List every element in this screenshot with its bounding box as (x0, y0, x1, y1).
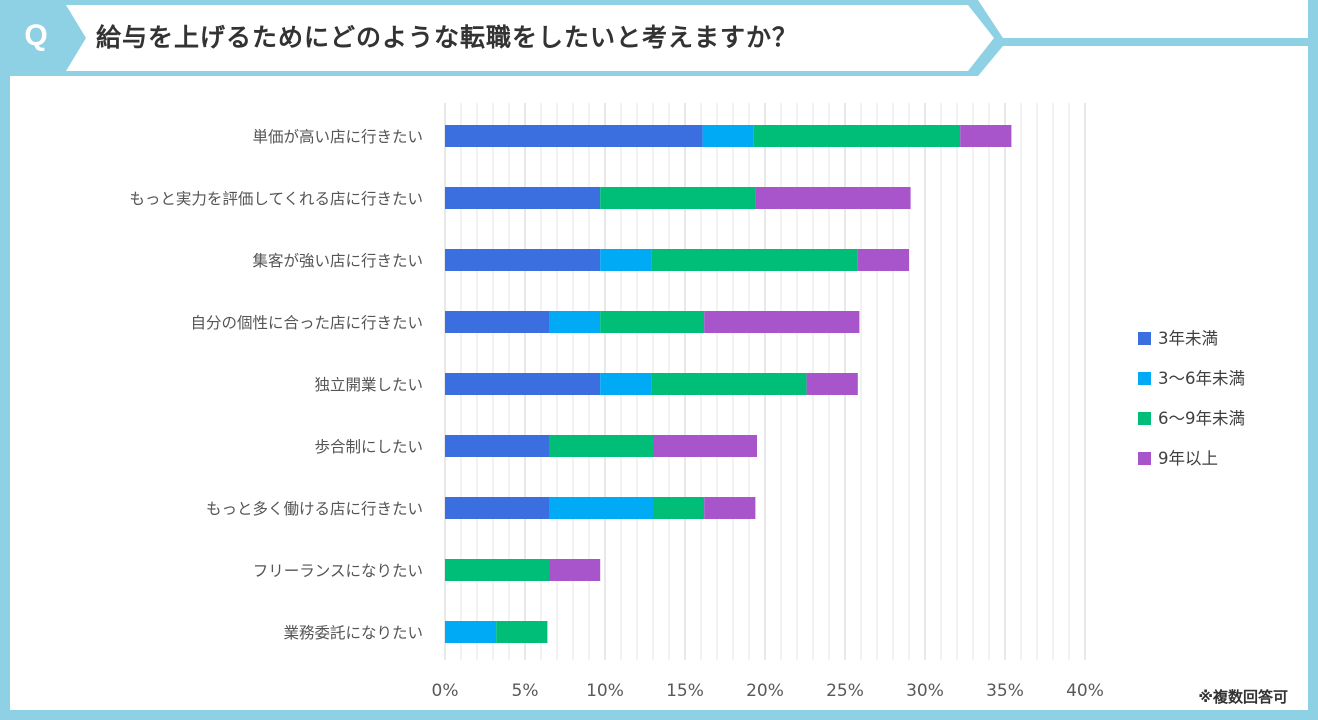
legend-swatch (1138, 452, 1151, 465)
category-label: フリーランスになりたい (253, 562, 423, 580)
legend-swatch (1138, 412, 1151, 425)
category-label: 自分の個性に合った店に行きたい (190, 314, 423, 332)
bar-segment (445, 187, 601, 209)
x-tick-label: 15% (666, 681, 704, 701)
x-tick-label: 20% (746, 681, 784, 701)
category-label: 単価が高い店に行きたい (252, 128, 423, 146)
bar-segment (653, 435, 757, 457)
bar-segment (600, 187, 756, 209)
x-tick-label: 35% (986, 681, 1024, 701)
category-label: 歩合制にしたい (314, 438, 423, 456)
bar-segment (653, 497, 705, 519)
bar-segment (445, 311, 549, 333)
bar-segment (704, 497, 756, 519)
x-tick-label: 40% (1066, 681, 1104, 701)
x-tick-label: 25% (826, 681, 864, 701)
bar-segment (755, 187, 911, 209)
legend-label: 3〜6年未満 (1158, 369, 1245, 388)
legend-swatch (1138, 372, 1151, 385)
bar-segment (651, 249, 858, 271)
legend-label: 3年未満 (1158, 329, 1218, 348)
bar-segment (549, 497, 653, 519)
x-tick-label: 30% (906, 681, 944, 701)
bar-segment (445, 559, 549, 581)
question-title: 給与を上げるためにどのような転職をしたいと考えますか？ (96, 23, 799, 52)
bar-segment (549, 435, 653, 457)
bar-segment (960, 125, 1012, 147)
category-label: もっと実力を評価してくれる店に行きたい (129, 190, 423, 208)
bar-segment (445, 621, 497, 643)
bar-segment (651, 373, 807, 395)
x-tick-label: 10% (586, 681, 624, 701)
bar-segment (445, 249, 601, 271)
category-label: もっと多く働ける店に行きたい (206, 500, 423, 518)
legend-label: 6〜9年未満 (1158, 409, 1245, 428)
bar-segment (549, 559, 601, 581)
category-label: 独立開業したい (314, 376, 423, 394)
bar-segment (600, 249, 652, 271)
category-label: 集客が強い店に行きたい (252, 252, 423, 270)
bar-segment (445, 373, 601, 395)
bar-segment (704, 311, 860, 333)
x-tick-label: 5% (512, 681, 539, 701)
bar-segment (702, 125, 754, 147)
bar-segment (857, 249, 909, 271)
bar-segment (806, 373, 858, 395)
question-badge: Q (24, 19, 48, 52)
bar-segment (445, 435, 549, 457)
bar-segment (496, 621, 548, 643)
x-tick-label: 0% (432, 681, 459, 701)
multiple-answers-note: ※複数回答可 (1198, 688, 1288, 706)
question-banner (0, 0, 1318, 76)
legend-swatch (1138, 332, 1151, 345)
bar-segment (753, 125, 961, 147)
category-label: 業務委託になりたい (283, 624, 423, 642)
bar-segment (549, 311, 601, 333)
bar-segment (600, 373, 652, 395)
bar-segment (445, 497, 549, 519)
bar-segment (600, 311, 705, 333)
legend-label: 9年以上 (1158, 449, 1218, 468)
bar-segment (445, 125, 703, 147)
